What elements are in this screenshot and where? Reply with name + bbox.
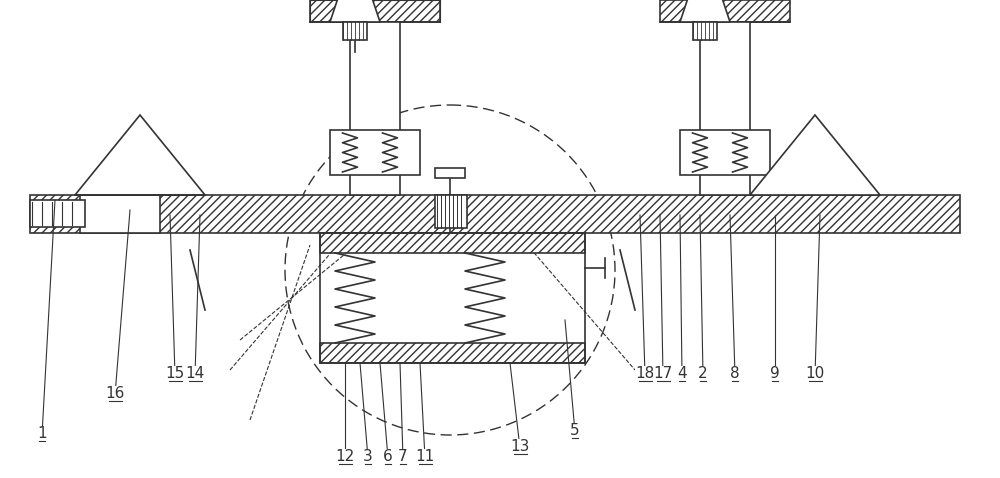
Text: 17: 17 [653,366,673,381]
Polygon shape [80,195,160,233]
Text: 16: 16 [105,386,125,401]
Bar [320,343,585,363]
Text: 13: 13 [510,439,530,454]
Text: 5: 5 [570,423,580,438]
Text: 4: 4 [677,366,687,381]
Bar [343,22,367,40]
Text: 1: 1 [37,426,47,441]
Text: 9: 9 [770,366,780,381]
Bar [680,130,770,175]
Text: 2: 2 [698,366,708,381]
Text: 3: 3 [363,449,373,464]
Polygon shape [750,115,880,195]
Bar [660,0,790,22]
Text: 10: 10 [805,366,825,381]
Polygon shape [75,115,205,195]
Text: 18: 18 [635,366,655,381]
Text: 8: 8 [730,366,740,381]
Bar [30,195,960,233]
Bar [320,233,585,253]
Text: 14: 14 [185,366,205,381]
Bar [310,0,440,22]
Bar [320,233,585,363]
Bar [435,168,465,178]
Bar [30,200,85,227]
Text: 6: 6 [383,449,393,464]
Text: 12: 12 [335,449,355,464]
Bar [693,22,717,40]
Polygon shape [680,0,730,22]
Bar [700,22,750,195]
Text: 11: 11 [415,449,435,464]
Bar [330,130,420,175]
Bar [435,195,467,228]
Text: 15: 15 [165,366,185,381]
Bar [350,22,400,195]
Polygon shape [330,0,380,22]
Text: 7: 7 [398,449,408,464]
